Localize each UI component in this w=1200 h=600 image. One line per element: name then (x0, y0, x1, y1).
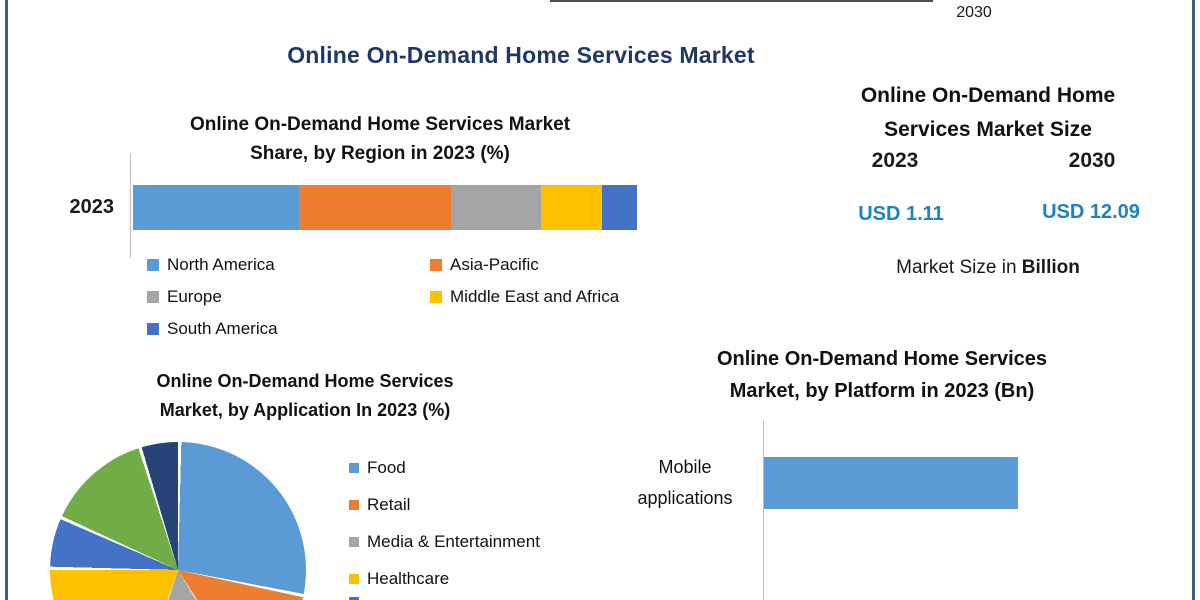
legend-label: Europe (167, 287, 222, 306)
legend-item-asia-pacific: Asia-Pacific (430, 255, 539, 275)
platform-bar (764, 457, 1018, 509)
platform-bar-label-line2: applications (637, 487, 733, 508)
bar-segment-south-america (601, 185, 637, 230)
frame-border-right (1192, 0, 1195, 600)
platform-bar-label-line1: Mobile (658, 457, 712, 477)
legend-label: Asia-Pacific (450, 255, 539, 274)
north-america-swatch (147, 259, 159, 271)
europe-swatch (147, 291, 159, 303)
legend-item-europe: Europe (147, 287, 222, 307)
platform-chart-title-line1: Online On-Demand Home Services (716, 348, 1048, 370)
market-size-year-2023: 2023 (871, 149, 919, 172)
partial-swatch (349, 597, 359, 600)
south-america-swatch (147, 323, 159, 335)
market-size-title: Online On-Demand Home Services Market Si… (798, 79, 1178, 146)
platform-chart-title-line2: Market, by Platform in 2023 (Bn) (729, 380, 1035, 402)
legend-label: North America (167, 255, 275, 274)
application-chart-title-line1: Online On-Demand Home Services (156, 371, 454, 391)
asia-pacific-swatch (430, 259, 442, 271)
caption-billion: Billion (1021, 257, 1080, 278)
application-chart-title-line2: Market, by Application In 2023 (%) (159, 399, 451, 420)
region-chart-title-line1: Online On-Demand Home Services Market (189, 114, 571, 135)
market-size-title-line1: Online On-Demand Home (860, 84, 1116, 107)
application-chart-title: Online On-Demand Home Services Market, b… (85, 367, 525, 425)
bar-segment-europe (450, 185, 542, 230)
bar-segment-north-america (133, 185, 300, 230)
legend-label: Media & Entertainment (367, 532, 540, 551)
legend-item-middle-east-africa: Middle East and Africa (430, 287, 619, 307)
media-entertainment-swatch (349, 537, 359, 547)
platform-chart-title: Online On-Demand Home Services Market, b… (640, 343, 1124, 407)
legend-item-media-entertainment: Media & Entertainment (349, 532, 540, 552)
legend-item-food: Food (349, 458, 406, 478)
legend-label: Healthcare (367, 569, 450, 588)
legend-label: Retail (367, 495, 411, 514)
platform-chart-y-axis (763, 420, 764, 600)
region-chart-category-label: 2023 (69, 196, 115, 218)
caption-prefix: Market Size in (896, 257, 1022, 278)
region-stacked-bar (133, 185, 637, 230)
healthcare-swatch (349, 574, 359, 584)
region-chart-title: Online On-Demand Home Services Market Sh… (130, 110, 630, 169)
region-chart-title-line2: Share, by Region in 2023 (%) (250, 143, 510, 165)
legend-label: Middle East and Africa (450, 287, 620, 306)
market-size-value-2030: USD 12.09 (1042, 201, 1140, 223)
market-size-title-line2: Services Market Size (884, 117, 1092, 141)
legend-item-retail: Retail (349, 495, 410, 515)
platform-bar-category-label: Mobile applications (610, 452, 760, 514)
legend-label: Food (367, 458, 406, 477)
food-swatch (349, 463, 359, 473)
retail-swatch (349, 500, 359, 510)
legend-item-partial (349, 597, 359, 600)
application-pie-chart (50, 442, 306, 600)
legend-item-healthcare: Healthcare (349, 569, 449, 589)
market-size-year-2030: 2030 (1068, 149, 1116, 172)
market-size-value-2023: USD 1.11 (858, 203, 944, 225)
cutoff-chart-baseline (550, 0, 933, 2)
market-size-caption: Market Size in Billion (798, 257, 1178, 279)
top-axis-year-label: 2030 (956, 4, 992, 21)
legend-item-south-america: South America (147, 319, 278, 339)
region-chart-y-axis (130, 153, 131, 258)
legend-label: South America (167, 319, 278, 338)
frame-border-left (5, 0, 8, 600)
bar-segment-asia-pacific (299, 185, 451, 230)
bar-segment-middle-east-and-africa (541, 185, 602, 230)
legend-item-north-america: North America (147, 255, 275, 275)
middle-east-africa-swatch (430, 291, 442, 303)
page-title: Online On-Demand Home Services Market (287, 42, 755, 68)
